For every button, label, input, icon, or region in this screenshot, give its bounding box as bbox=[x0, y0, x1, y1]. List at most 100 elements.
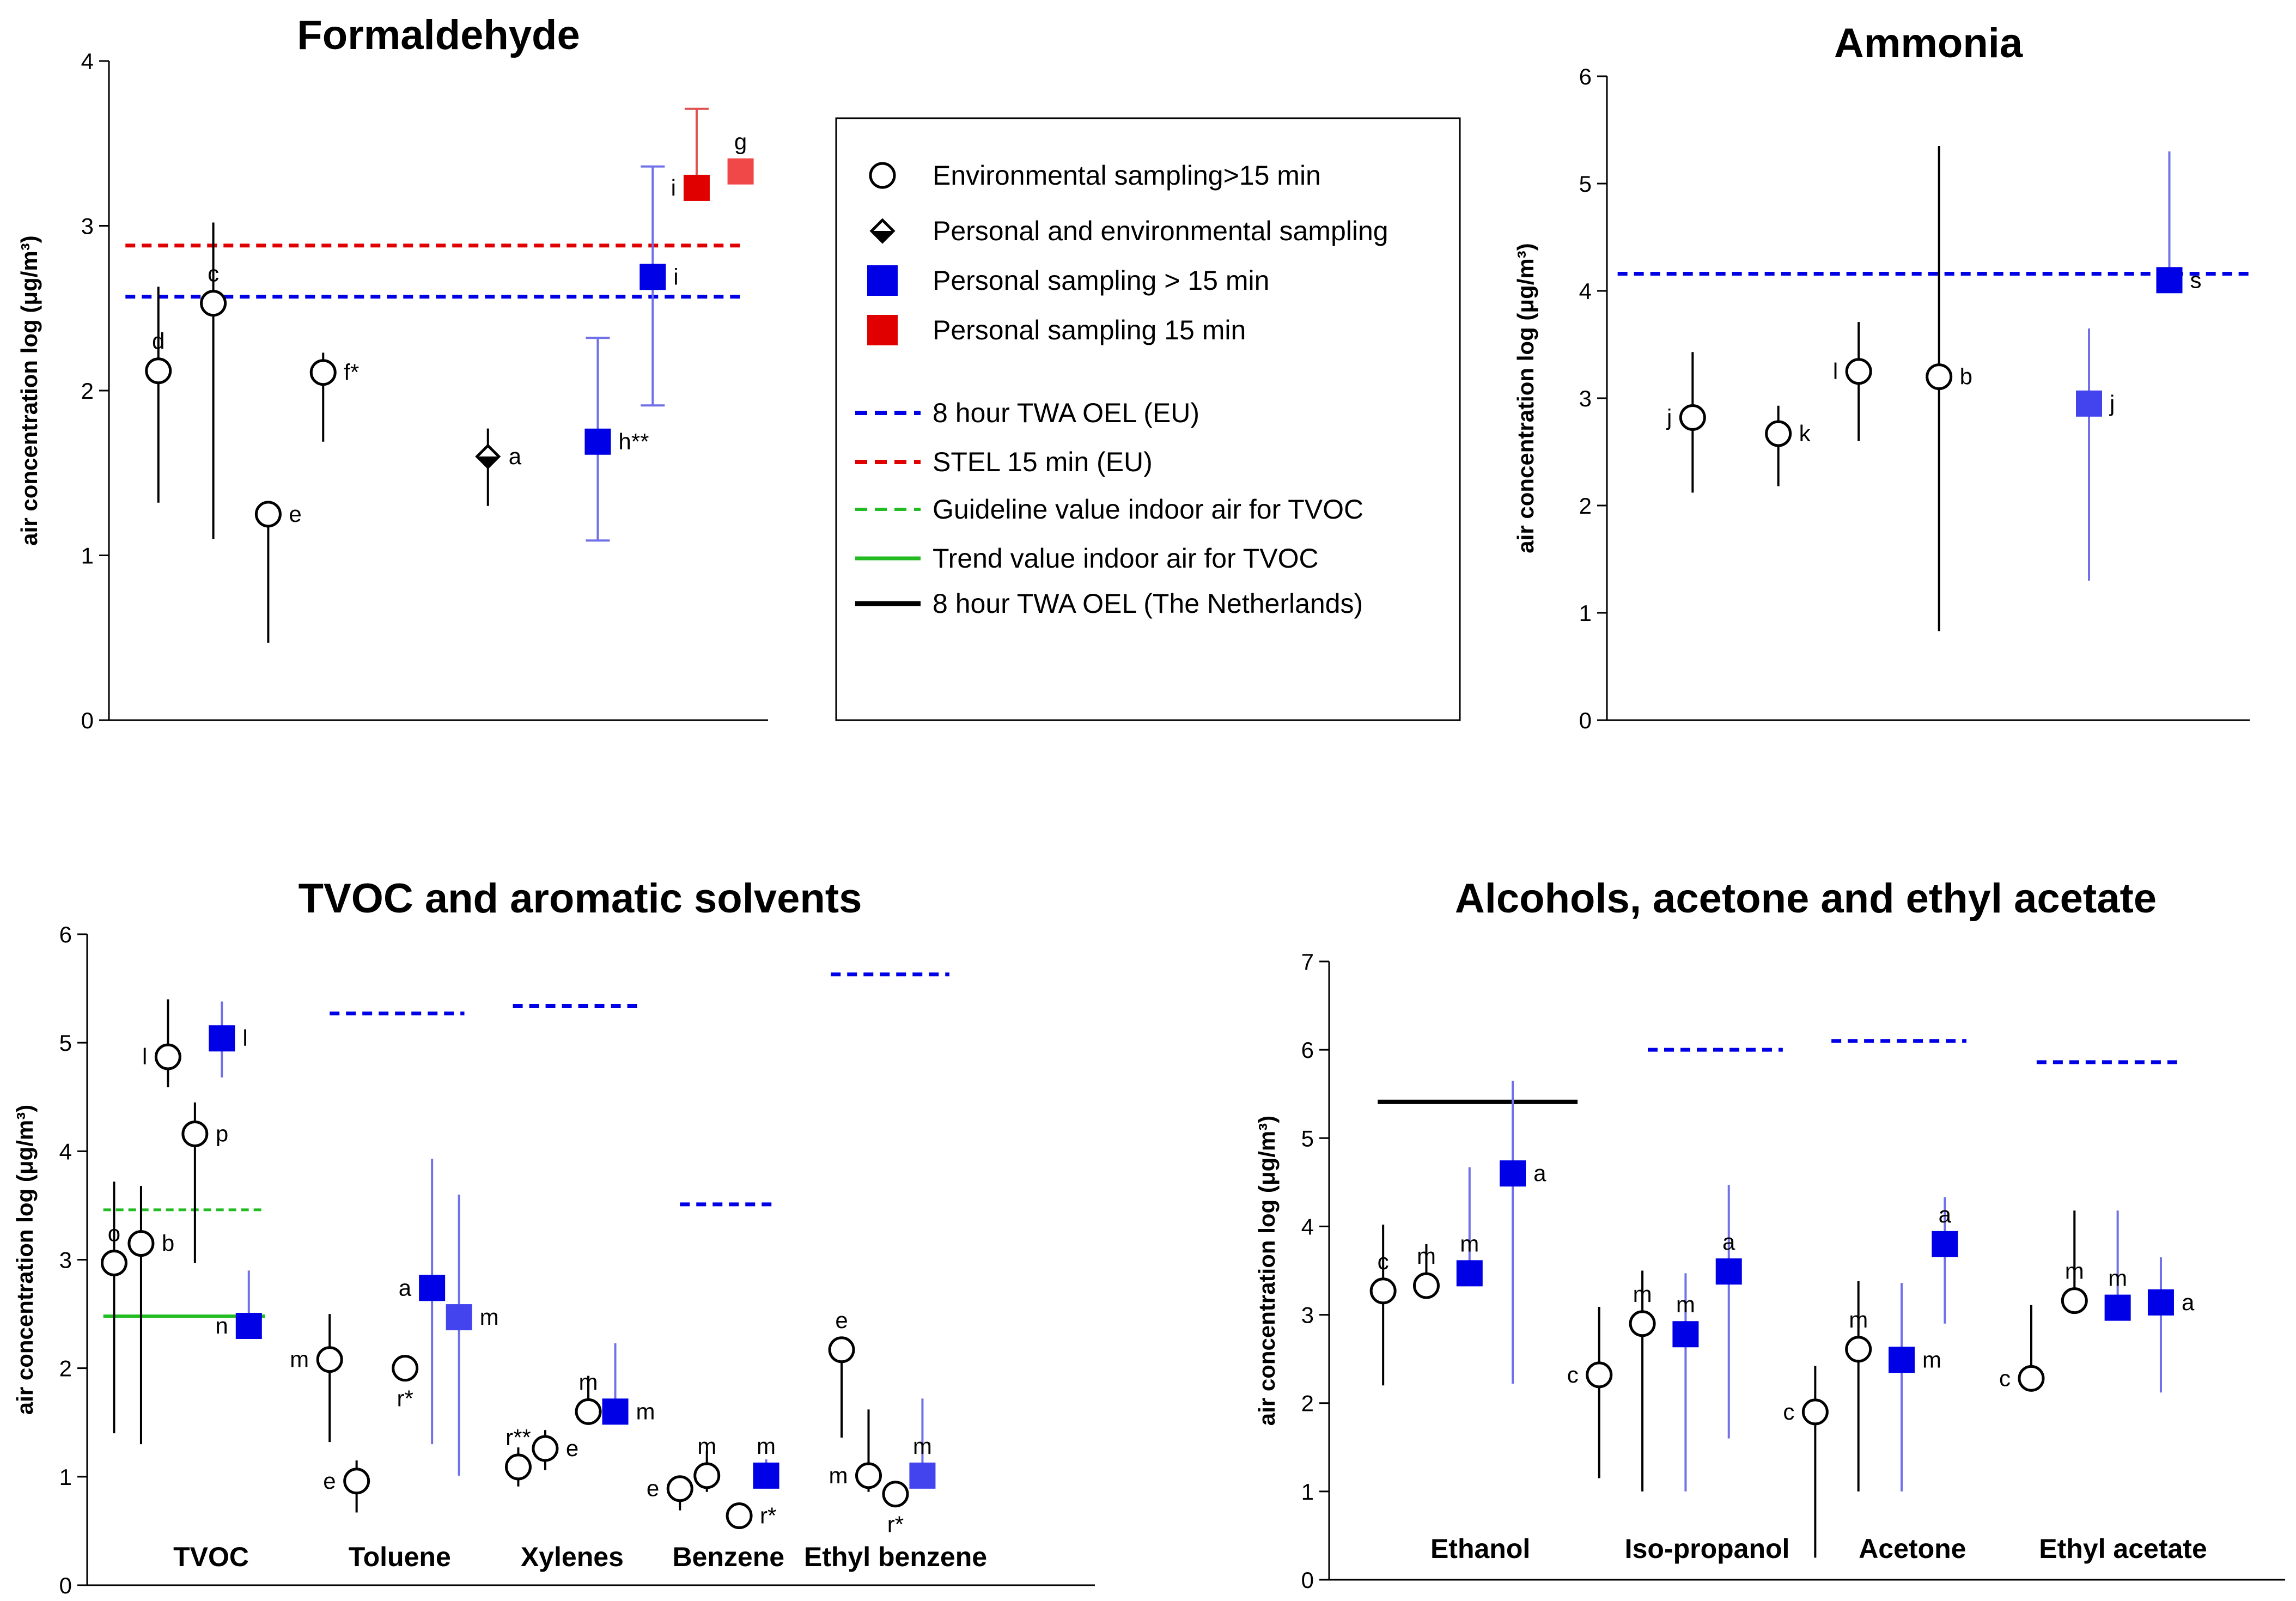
y-tick-label-tvoc-0: 0 bbox=[59, 1573, 72, 1598]
data-point-tvoc-2 bbox=[154, 1043, 181, 1070]
data-point-alcohols-6 bbox=[1672, 1321, 1699, 1348]
data-label-alcohols-3: a bbox=[1533, 1160, 1546, 1186]
data-label-tvoc-6: m bbox=[290, 1347, 309, 1372]
y-tick-label-ammonia-5: 5 bbox=[1579, 171, 1592, 197]
data-point-ammonia-4 bbox=[2076, 390, 2102, 417]
data-label-formaldehyde-7: i bbox=[671, 175, 676, 200]
y-tick-label-formaldehyde-4: 4 bbox=[81, 48, 94, 74]
y-tick-label-tvoc-2: 2 bbox=[59, 1356, 72, 1381]
data-label-tvoc-4: l bbox=[242, 1025, 247, 1051]
data-label-tvoc-17: r* bbox=[760, 1503, 776, 1529]
data-label-tvoc-19: e bbox=[835, 1307, 848, 1333]
data-point-alcohols-12 bbox=[2018, 1365, 2045, 1392]
data-point-tvoc-20 bbox=[855, 1462, 882, 1489]
y-tick-label-ammonia-3: 3 bbox=[1579, 386, 1592, 411]
data-point-formaldehyde-8 bbox=[727, 158, 754, 185]
data-point-alcohols-15 bbox=[2147, 1289, 2174, 1316]
data-label-alcohols-4: c bbox=[1567, 1362, 1579, 1387]
data-label-formaldehyde-8: g bbox=[734, 129, 747, 155]
data-point-formaldehyde-0 bbox=[145, 357, 172, 385]
category-label-alcohols-2: Acetone bbox=[1859, 1533, 1966, 1564]
data-label-tvoc-1: b bbox=[162, 1231, 174, 1256]
y-tick-label-tvoc-6: 6 bbox=[59, 922, 72, 947]
y-tick-label-alcohols-7: 7 bbox=[1301, 949, 1314, 975]
data-point-alcohols-7 bbox=[1715, 1258, 1742, 1285]
y-tick-label-alcohols-0: 0 bbox=[1301, 1567, 1314, 1593]
data-point-tvoc-17 bbox=[726, 1502, 753, 1530]
data-point-ammonia-2 bbox=[1845, 358, 1872, 385]
data-point-tvoc-19 bbox=[828, 1336, 855, 1363]
data-label-alcohols-7: a bbox=[1722, 1229, 1735, 1255]
data-point-tvoc-0 bbox=[100, 1249, 127, 1276]
y-tick-label-alcohols-2: 2 bbox=[1301, 1391, 1314, 1416]
legend-label-0: Environmental sampling>15 min bbox=[933, 160, 1321, 191]
y-axis-label-tvoc: air concentration log (μg/m³) bbox=[12, 1105, 38, 1415]
data-point-alcohols-4 bbox=[1586, 1361, 1613, 1389]
legend-box bbox=[835, 117, 1461, 721]
data-label-formaldehyde-1: c bbox=[208, 261, 219, 287]
data-label-tvoc-15: e bbox=[647, 1476, 659, 1501]
data-point-tvoc-11 bbox=[504, 1453, 532, 1481]
data-label-tvoc-9: a bbox=[399, 1275, 412, 1300]
category-label-tvoc-4: Ethyl benzene bbox=[804, 1542, 987, 1572]
chart-title-formaldehyde: Formaldehyde bbox=[297, 12, 580, 58]
legend-marker-3 bbox=[867, 315, 898, 345]
data-label-alcohols-13: m bbox=[2065, 1258, 2084, 1284]
legend-label-5: STEL 15 min (EU) bbox=[933, 447, 1153, 477]
data-point-tvoc-3 bbox=[181, 1120, 209, 1147]
data-label-tvoc-2: l bbox=[142, 1044, 147, 1069]
panel-tvoc: TVOC and aromatic solvents 0 1 2 3 4 5 6 air con… bbox=[12, 875, 1095, 1598]
data-label-tvoc-7: e bbox=[323, 1468, 336, 1494]
y-tick-label-alcohols-6: 6 bbox=[1301, 1037, 1314, 1063]
legend-label-4: 8 hour TWA OEL (EU) bbox=[933, 398, 1199, 428]
data-label-alcohols-2: m bbox=[1460, 1231, 1479, 1256]
y-axis-label-alcohols: air concentration log (μg/m³) bbox=[1254, 1116, 1280, 1426]
data-point-tvoc-1 bbox=[127, 1230, 155, 1257]
data-point-formaldehyde-5 bbox=[584, 428, 611, 455]
data-label-alcohols-5: m bbox=[1633, 1281, 1652, 1307]
data-point-tvoc-15 bbox=[666, 1475, 693, 1502]
data-label-alcohols-14: m bbox=[2108, 1265, 2127, 1291]
data-label-alcohols-1: m bbox=[1417, 1243, 1436, 1269]
data-label-tvoc-0: o bbox=[108, 1220, 120, 1246]
data-label-tvoc-5: n bbox=[215, 1313, 228, 1338]
data-label-ammonia-1: k bbox=[1799, 421, 1811, 446]
panel-ammonia: Ammonia 0 1 2 3 4 5 6 air concentration log (μg/… bbox=[1513, 20, 2250, 733]
legend-label-2: Personal sampling > 15 min bbox=[933, 265, 1269, 296]
panel-alcohols: Alcohols, acetone and ethyl acetate 0 1 2 3 4… bbox=[1254, 875, 2285, 1593]
data-point-alcohols-8 bbox=[1801, 1398, 1829, 1426]
category-label-alcohols-0: Ethanol bbox=[1430, 1533, 1530, 1564]
data-label-formaldehyde-6: i bbox=[673, 264, 678, 289]
data-label-tvoc-18: m bbox=[757, 1433, 776, 1459]
data-label-alcohols-12: c bbox=[1999, 1365, 2011, 1391]
data-point-alcohols-5 bbox=[1629, 1310, 1656, 1337]
y-tick-label-formaldehyde-2: 2 bbox=[81, 378, 94, 404]
data-point-tvoc-5 bbox=[235, 1312, 262, 1339]
data-label-tvoc-20: m bbox=[829, 1463, 848, 1488]
data-point-alcohols-10 bbox=[1889, 1347, 1915, 1373]
data-label-tvoc-21: r* bbox=[887, 1512, 904, 1537]
panel-formaldehyde: Formaldehyde 0 1 2 3 4 air concentration log (… bbox=[16, 12, 768, 733]
legend-label-1: Personal and environmental sampling bbox=[933, 216, 1388, 246]
data-point-ammonia-1 bbox=[1765, 420, 1792, 447]
data-point-tvoc-21 bbox=[882, 1481, 909, 1508]
y-tick-label-tvoc-4: 4 bbox=[59, 1139, 72, 1164]
data-label-tvoc-13: m bbox=[579, 1369, 598, 1395]
data-label-ammonia-2: l bbox=[1833, 358, 1838, 384]
data-label-tvoc-10: m bbox=[480, 1304, 499, 1330]
y-axis-label-formaldehyde: air concentration log (μg/m³) bbox=[16, 235, 42, 545]
data-label-formaldehyde-3: f* bbox=[344, 360, 359, 385]
data-label-ammonia-5: s bbox=[2190, 267, 2202, 293]
y-axis-label-ammonia: air concentration log (μg/m³) bbox=[1513, 243, 1538, 553]
legend-marker-2 bbox=[867, 265, 898, 296]
data-point-tvoc-16 bbox=[693, 1462, 721, 1489]
legend: Environmental sampling>15 min Personal an… bbox=[835, 117, 1461, 721]
data-label-ammonia-0: j bbox=[1666, 404, 1672, 430]
data-label-tvoc-8: r* bbox=[397, 1386, 413, 1411]
legend-label-6: Guideline value indoor air for TVOC bbox=[933, 494, 1363, 525]
data-label-tvoc-12: e bbox=[566, 1435, 578, 1461]
legend-label-3: Personal sampling 15 min bbox=[933, 315, 1246, 345]
data-label-ammonia-3: b bbox=[1960, 364, 1972, 389]
category-label-tvoc-2: Xylenes bbox=[521, 1542, 624, 1572]
